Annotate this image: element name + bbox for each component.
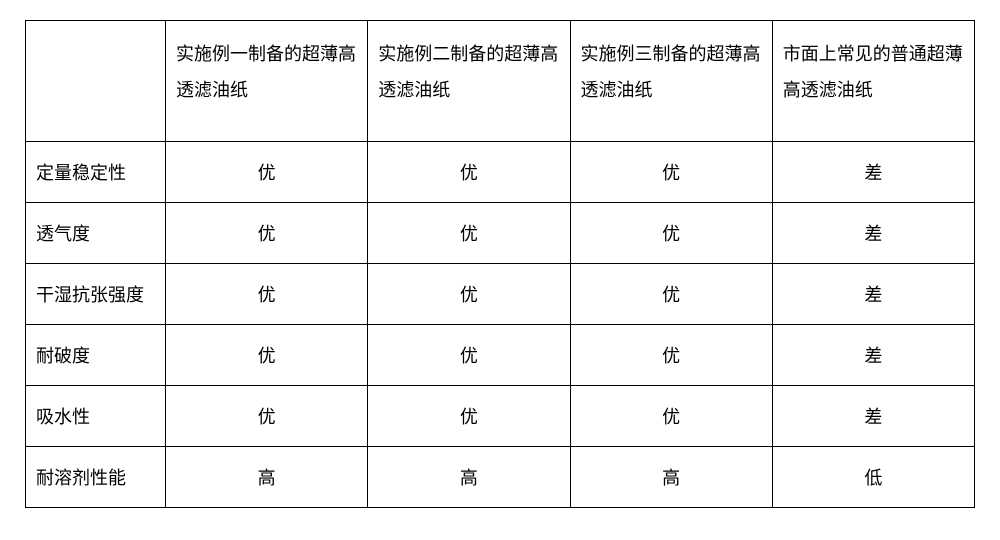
cell-value: 优 bbox=[570, 264, 772, 325]
table-row: 定量稳定性 优 优 优 差 bbox=[26, 142, 975, 203]
cell-value: 低 bbox=[772, 447, 974, 508]
cell-value: 差 bbox=[772, 386, 974, 447]
cell-value: 优 bbox=[166, 203, 368, 264]
cell-value: 优 bbox=[368, 325, 570, 386]
row-label-bursting-strength: 耐破度 bbox=[26, 325, 166, 386]
row-label-quantitative-stability: 定量稳定性 bbox=[26, 142, 166, 203]
cell-value: 优 bbox=[166, 142, 368, 203]
cell-value: 优 bbox=[166, 264, 368, 325]
header-example-3: 实施例三制备的超薄高透滤油纸 bbox=[570, 21, 772, 142]
cell-value: 优 bbox=[570, 203, 772, 264]
cell-value: 差 bbox=[772, 325, 974, 386]
table-row: 透气度 优 优 优 差 bbox=[26, 203, 975, 264]
header-example-1: 实施例一制备的超薄高透滤油纸 bbox=[166, 21, 368, 142]
table-row: 干湿抗张强度 优 优 优 差 bbox=[26, 264, 975, 325]
cell-value: 优 bbox=[570, 142, 772, 203]
table-row: 吸水性 优 优 优 差 bbox=[26, 386, 975, 447]
row-label-solvent-resistance: 耐溶剂性能 bbox=[26, 447, 166, 508]
cell-value: 优 bbox=[368, 386, 570, 447]
cell-value: 优 bbox=[368, 142, 570, 203]
cell-value: 差 bbox=[772, 142, 974, 203]
row-label-air-permeability: 透气度 bbox=[26, 203, 166, 264]
cell-value: 优 bbox=[368, 203, 570, 264]
cell-value: 高 bbox=[570, 447, 772, 508]
cell-value: 差 bbox=[772, 203, 974, 264]
header-example-2: 实施例二制备的超薄高透滤油纸 bbox=[368, 21, 570, 142]
table-header-row: 实施例一制备的超薄高透滤油纸 实施例二制备的超薄高透滤油纸 实施例三制备的超薄高… bbox=[26, 21, 975, 142]
row-label-tensile-strength: 干湿抗张强度 bbox=[26, 264, 166, 325]
cell-value: 优 bbox=[570, 386, 772, 447]
cell-value: 差 bbox=[772, 264, 974, 325]
cell-value: 优 bbox=[166, 386, 368, 447]
row-label-water-absorbency: 吸水性 bbox=[26, 386, 166, 447]
cell-value: 优 bbox=[570, 325, 772, 386]
cell-value: 优 bbox=[166, 325, 368, 386]
header-market-common: 市面上常见的普通超薄高透滤油纸 bbox=[772, 21, 974, 142]
cell-value: 高 bbox=[166, 447, 368, 508]
header-blank bbox=[26, 21, 166, 142]
cell-value: 高 bbox=[368, 447, 570, 508]
table-row: 耐破度 优 优 优 差 bbox=[26, 325, 975, 386]
cell-value: 优 bbox=[368, 264, 570, 325]
table-row: 耐溶剂性能 高 高 高 低 bbox=[26, 447, 975, 508]
comparison-table: 实施例一制备的超薄高透滤油纸 实施例二制备的超薄高透滤油纸 实施例三制备的超薄高… bbox=[25, 20, 975, 508]
